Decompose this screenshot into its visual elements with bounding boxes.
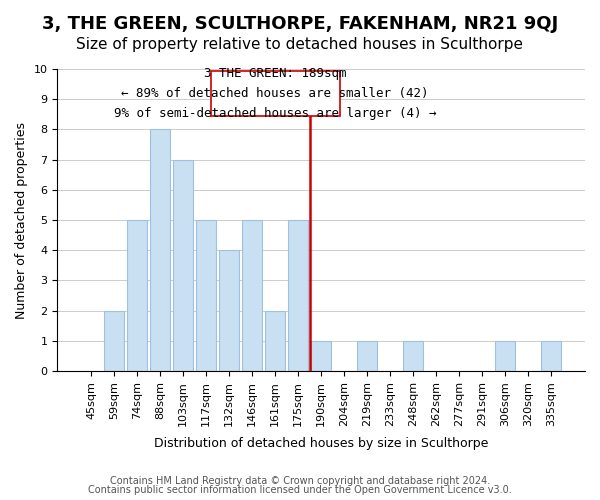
Bar xyxy=(220,250,239,371)
Y-axis label: Number of detached properties: Number of detached properties xyxy=(15,122,28,318)
Bar xyxy=(127,220,147,371)
Text: Contains HM Land Registry data © Crown copyright and database right 2024.: Contains HM Land Registry data © Crown c… xyxy=(110,476,490,486)
Bar xyxy=(311,341,331,371)
Bar xyxy=(403,341,423,371)
Text: Contains public sector information licensed under the Open Government Licence v3: Contains public sector information licen… xyxy=(88,485,512,495)
Bar xyxy=(196,220,216,371)
Bar xyxy=(104,310,124,371)
Bar xyxy=(289,220,308,371)
Text: 3 THE GREEN: 189sqm
← 89% of detached houses are smaller (42)
9% of semi-detache: 3 THE GREEN: 189sqm ← 89% of detached ho… xyxy=(114,67,436,120)
FancyBboxPatch shape xyxy=(211,71,340,116)
Bar xyxy=(358,341,377,371)
Bar xyxy=(265,310,285,371)
Bar xyxy=(242,220,262,371)
Bar xyxy=(496,341,515,371)
Bar xyxy=(173,160,193,371)
Text: 3, THE GREEN, SCULTHORPE, FAKENHAM, NR21 9QJ: 3, THE GREEN, SCULTHORPE, FAKENHAM, NR21… xyxy=(42,15,558,33)
X-axis label: Distribution of detached houses by size in Sculthorpe: Distribution of detached houses by size … xyxy=(154,437,488,450)
Text: Size of property relative to detached houses in Sculthorpe: Size of property relative to detached ho… xyxy=(77,38,523,52)
Bar xyxy=(541,341,561,371)
Bar xyxy=(150,130,170,371)
